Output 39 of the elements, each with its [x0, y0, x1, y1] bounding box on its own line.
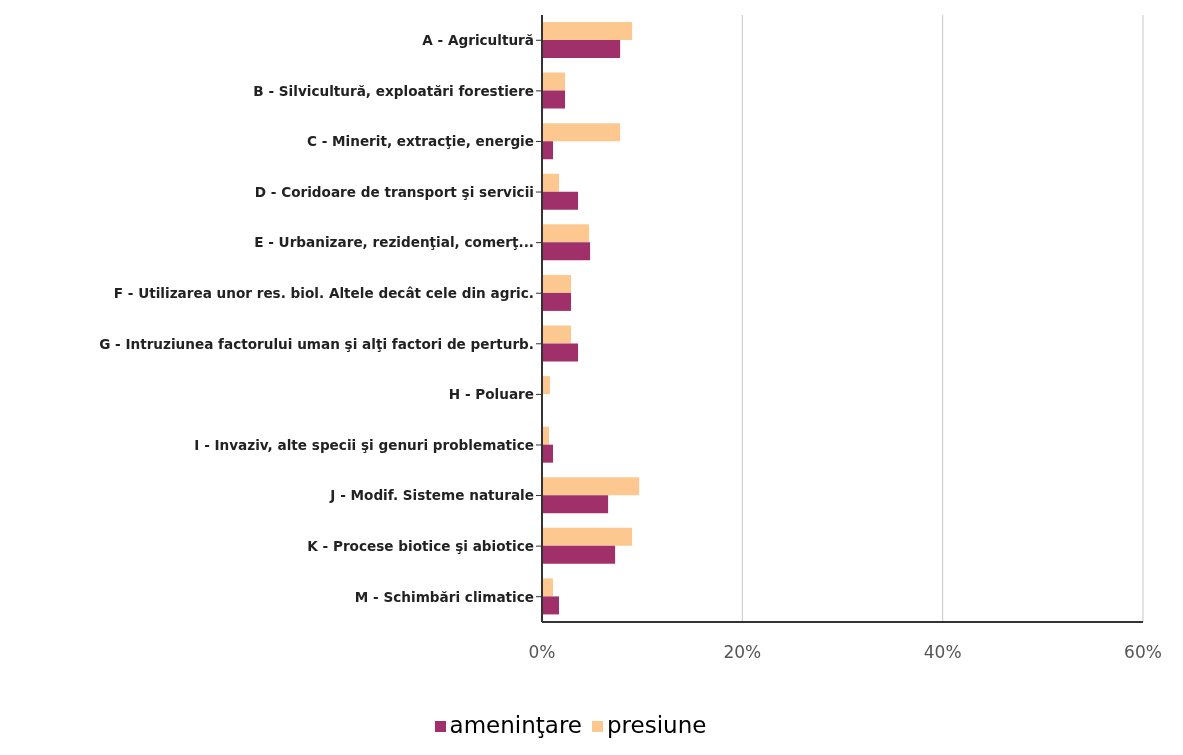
bar	[542, 477, 640, 496]
y-tick-label: K - Procese biotice şi abiotice	[307, 537, 534, 554]
bar	[542, 40, 621, 58]
bar	[542, 22, 633, 40]
bar	[542, 578, 554, 597]
bar	[542, 90, 566, 109]
bar	[542, 72, 566, 91]
y-tick-label: A - Agricultură	[422, 32, 534, 49]
bar	[542, 292, 572, 311]
legend-label: ameninţare	[449, 712, 583, 738]
legend-label: presiune	[607, 712, 707, 738]
y-tick-label: F - Utilizarea unor res. biol. Altele decât cele din agric.	[113, 285, 534, 302]
bar	[542, 123, 621, 142]
bar	[542, 173, 560, 192]
x-tick-label: 40%	[923, 642, 962, 663]
bar	[542, 596, 560, 615]
x-tick-label: 60%	[1124, 642, 1162, 663]
x-tick-label: 0%	[528, 642, 556, 663]
bar	[542, 224, 590, 243]
bar	[542, 444, 554, 463]
y-tick-label: C - Minerit, extracţie, energie	[306, 133, 534, 150]
bar	[542, 191, 579, 210]
bar	[542, 495, 609, 514]
bar	[542, 325, 572, 344]
y-tick-label: G - Intruziunea factorului uman şi alţi factori de perturb.	[99, 335, 534, 352]
x-tick-label: 20%	[723, 642, 762, 663]
y-tick-label: B - Silvicultură, exploatări forestiere	[253, 82, 534, 99]
bar	[542, 141, 554, 160]
bar	[542, 545, 616, 564]
bar	[542, 343, 579, 362]
bar	[542, 242, 591, 261]
y-tick-label: J - Modif. Sisteme naturale	[329, 487, 534, 504]
y-tick-label: E - Urbanizare, rezidenţial, comerţ...	[254, 234, 534, 251]
bar	[542, 527, 633, 546]
y-tick-label: I - Invaziv, alte specii şi genuri problematice	[194, 436, 534, 453]
y-tick-label: M - Schimbări climatice	[354, 588, 534, 605]
bar	[542, 274, 572, 293]
y-tick-label: H - Poluare	[448, 386, 534, 403]
y-tick-label: D - Coridoare de transport şi servicii	[254, 183, 534, 200]
